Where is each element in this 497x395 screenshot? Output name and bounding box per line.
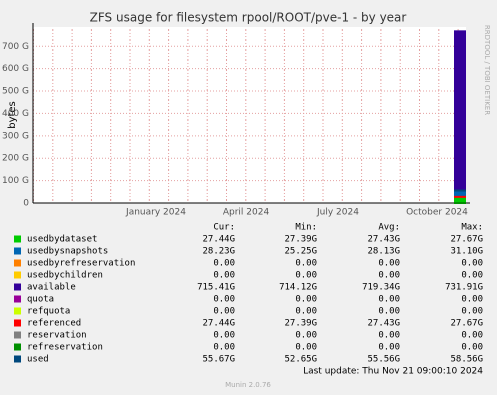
side-text: RRDTOOL / TOBI OETIKER xyxy=(483,25,491,115)
legend-swatch xyxy=(14,295,21,303)
x-tick-label: April 2024 xyxy=(223,208,270,218)
stat-value: 58.56G xyxy=(450,355,483,365)
legend-label: usedbychildren xyxy=(27,271,103,281)
stat-value: 715.41G xyxy=(197,283,235,293)
column-header: Max: xyxy=(461,223,483,233)
legend-swatch xyxy=(14,271,21,279)
legend-label: usedbydataset xyxy=(27,235,97,245)
stat-value: 27.67G xyxy=(450,235,483,245)
legend-swatch xyxy=(14,259,21,267)
bar-segment xyxy=(454,30,466,191)
x-tick-label: January 2024 xyxy=(125,208,186,218)
stat-value: 55.56G xyxy=(367,355,400,365)
x-tick-label: October 2024 xyxy=(406,208,468,218)
y-axis-label: bytes xyxy=(7,101,18,129)
legend-swatch xyxy=(14,235,21,243)
y-tick-label: 500 G xyxy=(2,87,29,97)
stat-value: 0.00 xyxy=(378,307,400,317)
legend-swatch xyxy=(14,343,21,351)
stat-value: 55.67G xyxy=(202,355,235,365)
stat-value: 0.00 xyxy=(461,295,483,305)
stat-value: 0.00 xyxy=(295,295,317,305)
column-header: Avg: xyxy=(378,223,400,233)
minor-grid xyxy=(33,27,466,203)
stat-value: 0.00 xyxy=(295,331,317,341)
legend-swatch xyxy=(14,319,21,327)
legend-label: refquota xyxy=(27,307,70,317)
stat-value: 0.00 xyxy=(461,343,483,353)
stat-value: 719.34G xyxy=(362,283,400,293)
stat-value: 27.39G xyxy=(284,235,317,245)
stat-value: 28.13G xyxy=(367,247,400,257)
stat-value: 714.12G xyxy=(279,283,317,293)
y-tick-label: 700 G xyxy=(2,42,29,52)
stat-value: 0.00 xyxy=(295,271,317,281)
y-tick-label: 0 xyxy=(23,199,29,209)
stat-value: 0.00 xyxy=(461,259,483,269)
column-header: Min: xyxy=(295,223,317,233)
y-tick-label: 600 G xyxy=(2,64,29,74)
stat-value: 0.00 xyxy=(295,343,317,353)
stat-value: 0.00 xyxy=(213,331,235,341)
x-tick-label: July 2024 xyxy=(316,208,359,218)
y-tick-label: 300 G xyxy=(2,131,29,141)
legend-label: available xyxy=(27,283,76,293)
stat-value: 27.67G xyxy=(450,319,483,329)
y-tick-label: 100 G xyxy=(2,176,29,186)
chart-title: ZFS usage for filesystem rpool/ROOT/pve-… xyxy=(90,11,407,25)
legend-label: reservation xyxy=(27,331,87,341)
y-tick-label: 200 G xyxy=(2,154,29,164)
stat-value: 0.00 xyxy=(213,259,235,269)
legend-label: usedbyrefreservation xyxy=(27,259,135,269)
stat-value: 25.25G xyxy=(284,247,317,257)
column-header: Cur: xyxy=(213,223,235,233)
stat-value: 0.00 xyxy=(461,307,483,317)
legend-swatch xyxy=(14,331,21,339)
stat-value: 0.00 xyxy=(461,331,483,341)
legend-label: refreservation xyxy=(27,343,103,353)
y-tick-label: 400 G xyxy=(2,109,29,119)
stat-value: 0.00 xyxy=(378,295,400,305)
legend-swatch xyxy=(14,283,21,291)
stat-value: 27.43G xyxy=(367,235,400,245)
footer: Munin 2.0.76 xyxy=(225,381,271,389)
stat-value: 0.00 xyxy=(213,295,235,305)
last-update: Last update: Thu Nov 21 09:00:10 2024 xyxy=(303,367,483,377)
stat-value: 0.00 xyxy=(378,259,400,269)
stat-value: 27.44G xyxy=(202,235,235,245)
legend-label: usedbysnapshots xyxy=(27,247,108,257)
stat-value: 0.00 xyxy=(378,343,400,353)
legend-label: used xyxy=(27,355,49,365)
stat-value: 27.39G xyxy=(284,319,317,329)
stat-value: 0.00 xyxy=(213,271,235,281)
legend-swatch xyxy=(14,307,21,315)
legend-swatch xyxy=(14,355,21,363)
stat-value: 31.10G xyxy=(450,247,483,257)
stat-value: 28.23G xyxy=(202,247,235,257)
stat-value: 0.00 xyxy=(213,307,235,317)
stat-value: 0.00 xyxy=(378,271,400,281)
stat-value: 0.00 xyxy=(295,307,317,317)
stat-value: 27.43G xyxy=(367,319,400,329)
stat-value: 0.00 xyxy=(378,331,400,341)
legend-label: referenced xyxy=(27,319,81,329)
bar-segment xyxy=(454,190,466,197)
stat-value: 0.00 xyxy=(461,271,483,281)
stat-value: 52.65G xyxy=(284,355,317,365)
stat-value: 27.44G xyxy=(202,319,235,329)
stat-value: 0.00 xyxy=(295,259,317,269)
legend-swatch xyxy=(14,247,21,255)
legend-label: quota xyxy=(27,295,54,305)
bar-segment xyxy=(454,196,466,203)
stat-value: 731.91G xyxy=(445,283,483,293)
stat-value: 0.00 xyxy=(213,343,235,353)
